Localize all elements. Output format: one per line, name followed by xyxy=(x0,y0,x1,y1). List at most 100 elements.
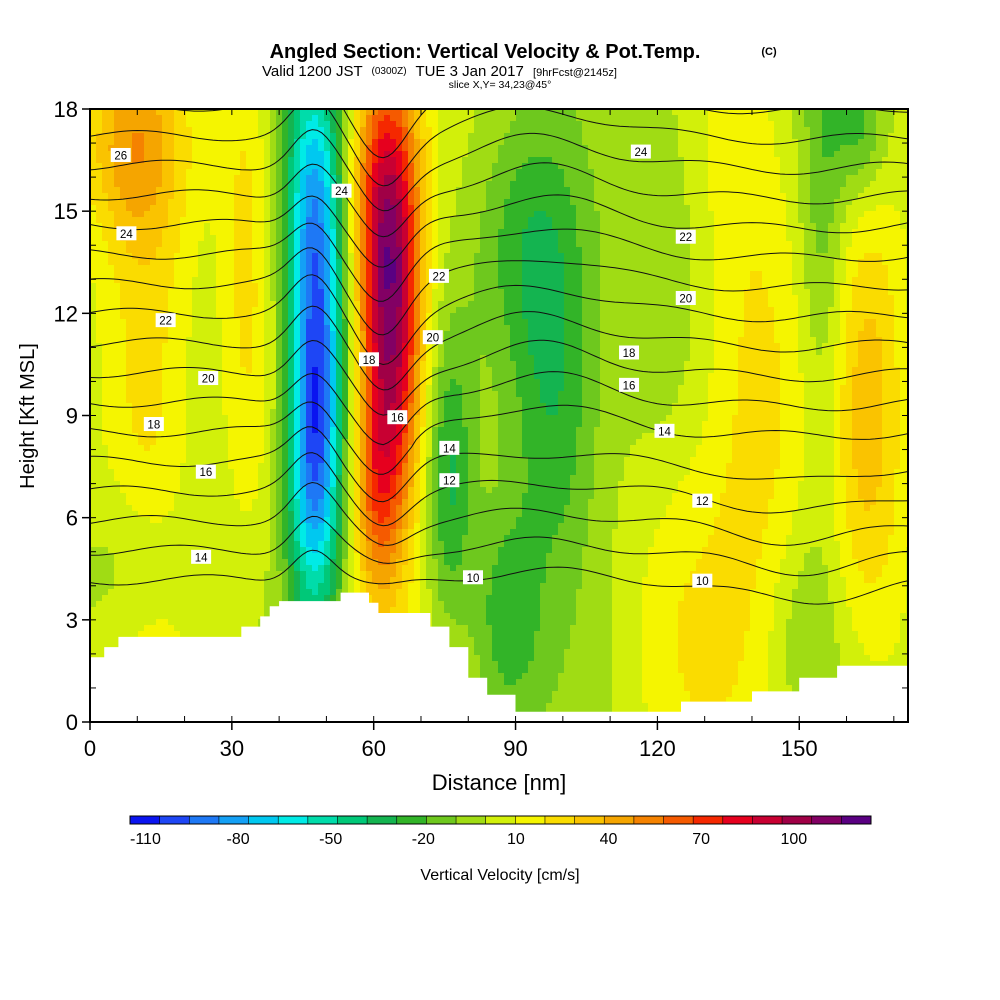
velocity-cell xyxy=(276,559,283,566)
velocity-cell xyxy=(312,199,319,206)
velocity-cell xyxy=(150,151,157,158)
velocity-cell xyxy=(162,607,169,614)
velocity-cell xyxy=(348,391,355,398)
velocity-cell xyxy=(336,541,343,548)
velocity-cell xyxy=(204,109,211,116)
velocity-cell xyxy=(276,391,283,398)
velocity-cell xyxy=(294,181,301,188)
velocity-cell xyxy=(360,121,367,128)
velocity-cell xyxy=(126,259,133,266)
velocity-cell xyxy=(246,361,253,368)
velocity-cell xyxy=(168,361,175,368)
velocity-cell xyxy=(282,313,289,320)
velocity-cell xyxy=(252,193,259,200)
velocity-cell xyxy=(204,577,211,584)
velocity-cell xyxy=(246,607,253,614)
velocity-cell xyxy=(180,535,187,542)
velocity-cell xyxy=(174,415,181,422)
velocity-cell xyxy=(270,289,277,296)
velocity-cell xyxy=(174,607,181,614)
velocity-cell xyxy=(264,229,271,236)
velocity-cell xyxy=(120,205,127,212)
velocity-cell xyxy=(108,421,115,428)
velocity-cell xyxy=(198,331,205,338)
velocity-cell xyxy=(228,331,235,338)
velocity-cell xyxy=(108,205,115,212)
velocity-cell xyxy=(252,541,259,548)
velocity-cell xyxy=(102,529,109,536)
velocity-cell xyxy=(150,625,157,632)
velocity-cell xyxy=(174,325,181,332)
velocity-cell xyxy=(180,145,187,152)
velocity-cell xyxy=(270,499,277,506)
chart-title-unit: (C) xyxy=(761,46,777,58)
velocity-cell xyxy=(198,181,205,188)
velocity-cell xyxy=(210,397,217,404)
velocity-cell xyxy=(162,511,169,518)
velocity-cell xyxy=(102,133,109,140)
velocity-cell xyxy=(168,163,175,170)
velocity-cell xyxy=(318,361,325,368)
velocity-cell xyxy=(90,229,97,236)
velocity-cell xyxy=(168,349,175,356)
velocity-cell xyxy=(144,397,151,404)
velocity-cell xyxy=(168,307,175,314)
velocity-cell xyxy=(216,553,223,560)
velocity-cell xyxy=(198,349,205,356)
velocity-cell xyxy=(114,427,121,434)
velocity-cell xyxy=(222,451,229,458)
velocity-cell xyxy=(144,601,151,608)
chart-header: Angled Section: Vertical Velocity & Pot.… xyxy=(262,41,777,91)
velocity-cell xyxy=(372,199,379,206)
velocity-cell xyxy=(282,541,289,548)
velocity-cell xyxy=(132,397,139,404)
velocity-cell xyxy=(360,481,367,488)
velocity-cell xyxy=(132,511,139,518)
velocity-cell xyxy=(288,325,295,332)
velocity-cell xyxy=(348,583,355,590)
velocity-cell xyxy=(288,517,295,524)
velocity-cell xyxy=(156,487,163,494)
velocity-cell xyxy=(150,121,157,128)
velocity-cell xyxy=(294,145,301,152)
velocity-cell xyxy=(90,295,97,302)
velocity-cell xyxy=(102,193,109,200)
velocity-cell xyxy=(252,421,259,428)
velocity-cell xyxy=(300,205,307,212)
velocity-cell xyxy=(150,541,157,548)
velocity-cell xyxy=(276,223,283,230)
velocity-cell xyxy=(264,535,271,542)
velocity-cell xyxy=(306,169,313,176)
velocity-cell xyxy=(120,517,127,524)
velocity-cell xyxy=(246,133,253,140)
velocity-cell xyxy=(288,445,295,452)
velocity-cell xyxy=(282,277,289,284)
velocity-cell xyxy=(198,307,205,314)
velocity-cell xyxy=(174,427,181,434)
velocity-cell xyxy=(378,283,385,290)
velocity-cell xyxy=(198,451,205,458)
velocity-cell xyxy=(234,193,241,200)
velocity-cell xyxy=(150,559,157,566)
velocity-cell xyxy=(108,271,115,278)
velocity-cell xyxy=(114,583,121,590)
velocity-cell xyxy=(114,541,121,548)
velocity-cell xyxy=(300,439,307,446)
velocity-cell xyxy=(336,235,343,242)
velocity-cell xyxy=(318,547,325,554)
velocity-cell xyxy=(228,235,235,242)
velocity-cell xyxy=(312,595,319,602)
velocity-cell xyxy=(102,343,109,350)
velocity-cell xyxy=(108,265,115,272)
velocity-cell xyxy=(168,403,175,410)
velocity-cell xyxy=(354,121,361,128)
velocity-cell xyxy=(120,391,127,398)
velocity-cell xyxy=(300,337,307,344)
velocity-cell xyxy=(246,121,253,128)
velocity-cell xyxy=(240,541,247,548)
velocity-cell xyxy=(180,613,187,620)
velocity-cell xyxy=(306,133,313,140)
velocity-cell xyxy=(102,433,109,440)
velocity-cell xyxy=(276,595,283,602)
velocity-cell xyxy=(180,379,187,386)
